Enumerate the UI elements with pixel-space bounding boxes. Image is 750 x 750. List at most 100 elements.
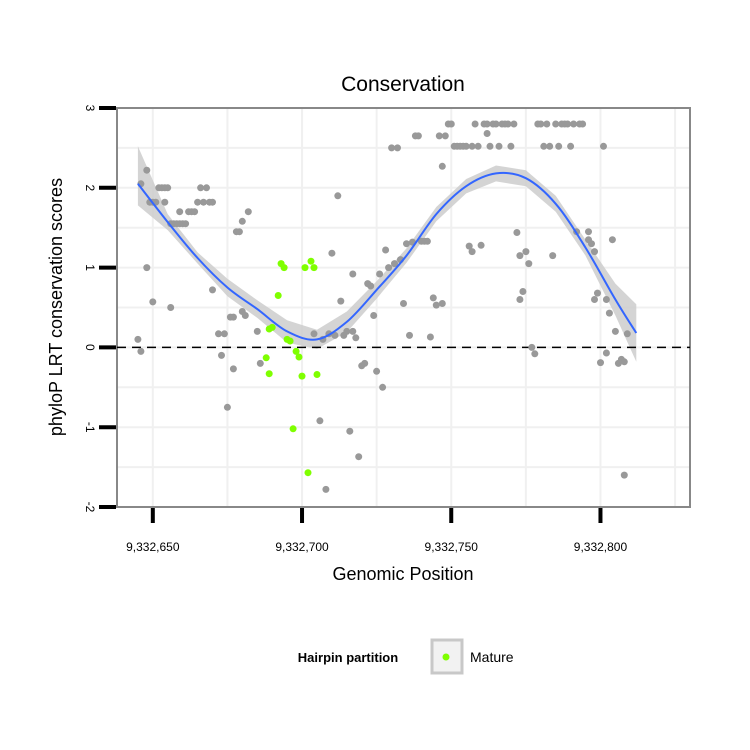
- other-point: [382, 246, 390, 254]
- other-point: [600, 142, 607, 150]
- other-point: [462, 142, 470, 150]
- other-point: [435, 132, 443, 140]
- mature-point: [301, 264, 309, 272]
- other-point: [507, 142, 515, 150]
- mature-point: [265, 370, 273, 378]
- other-point: [349, 270, 357, 278]
- mature-point: [298, 372, 306, 380]
- other-point: [241, 312, 249, 319]
- other-point: [591, 296, 598, 303]
- other-point: [423, 237, 431, 245]
- y-tick-label: 2: [83, 184, 97, 191]
- mature-point: [310, 264, 318, 272]
- chart-title: Conservation: [341, 73, 465, 96]
- legend: Hairpin partition Mature: [298, 638, 514, 675]
- other-point: [510, 120, 518, 128]
- other-point: [388, 144, 396, 152]
- other-point: [203, 184, 210, 192]
- mature-point: [313, 371, 321, 378]
- other-point: [310, 330, 318, 338]
- x-tick-label: 9,332,800: [574, 540, 628, 554]
- other-point: [608, 236, 616, 244]
- other-point: [564, 120, 572, 128]
- other-point: [537, 120, 545, 128]
- mature-point: [307, 257, 315, 265]
- x-tick-label: 9,332,700: [275, 540, 329, 554]
- other-point: [229, 313, 237, 321]
- other-point: [441, 132, 449, 140]
- other-point: [540, 142, 548, 150]
- x-tick-label: 9,332,750: [425, 540, 479, 554]
- other-point: [334, 192, 342, 200]
- other-point: [516, 252, 524, 260]
- other-point: [373, 367, 381, 375]
- mature-point: [262, 354, 270, 362]
- mature-point: [286, 337, 294, 345]
- other-point: [197, 184, 205, 192]
- mature-point: [280, 264, 288, 272]
- y-axis: -2 -1 0 1 2 3: [83, 105, 116, 513]
- other-point: [477, 241, 485, 249]
- y-tick-label: -1: [83, 422, 97, 433]
- other-point: [588, 240, 595, 248]
- other-point: [447, 120, 455, 128]
- other-point: [567, 142, 575, 150]
- other-point: [620, 471, 628, 479]
- other-point: [343, 327, 351, 335]
- other-point: [391, 260, 398, 268]
- mature-point: [274, 292, 282, 299]
- mature-points: [262, 257, 321, 477]
- x-tick-label: 9,332,650: [126, 540, 180, 554]
- confidence-band-layer: [137, 146, 637, 362]
- other-point: [432, 301, 440, 309]
- y-tick-label: 0: [83, 344, 97, 351]
- other-point: [468, 248, 476, 256]
- other-point: [429, 294, 437, 302]
- legend-title: Hairpin partition: [298, 650, 398, 665]
- other-point: [167, 304, 175, 311]
- other-point: [346, 427, 354, 435]
- other-point: [555, 142, 563, 150]
- other-point: [531, 350, 539, 358]
- other-point: [528, 343, 536, 351]
- other-point: [164, 184, 172, 192]
- other-point: [611, 327, 619, 335]
- other-point: [253, 327, 261, 335]
- other-point: [465, 242, 473, 250]
- other-point: [406, 331, 413, 339]
- other-point: [486, 142, 494, 150]
- other-point: [379, 383, 387, 391]
- other-point: [471, 120, 479, 128]
- other-point: [220, 330, 228, 338]
- other-point: [552, 120, 560, 128]
- other-point: [519, 288, 527, 295]
- other-point: [623, 330, 631, 338]
- other-point: [438, 162, 446, 170]
- mature-point: [268, 323, 276, 331]
- mature-point: [289, 425, 297, 433]
- other-point: [570, 120, 578, 128]
- other-point: [229, 365, 237, 373]
- other-point: [400, 300, 407, 307]
- other-point: [376, 270, 384, 278]
- other-point: [223, 403, 231, 411]
- other-point: [349, 327, 357, 335]
- mature-point: [304, 469, 312, 477]
- other-point: [322, 485, 330, 493]
- confidence-band: [137, 146, 637, 362]
- other-point: [337, 297, 345, 305]
- other-point: [602, 349, 610, 357]
- other-point: [585, 228, 592, 236]
- mature-point: [295, 353, 303, 361]
- other-point: [331, 331, 339, 339]
- other-point: [161, 198, 169, 206]
- other-point: [513, 229, 521, 236]
- other-point: [352, 334, 360, 342]
- other-point: [546, 142, 554, 150]
- other-point: [620, 358, 628, 366]
- other-point: [143, 166, 151, 174]
- other-point: [516, 296, 524, 303]
- other-point: [385, 264, 393, 272]
- other-point: [244, 208, 252, 216]
- other-point: [355, 453, 363, 461]
